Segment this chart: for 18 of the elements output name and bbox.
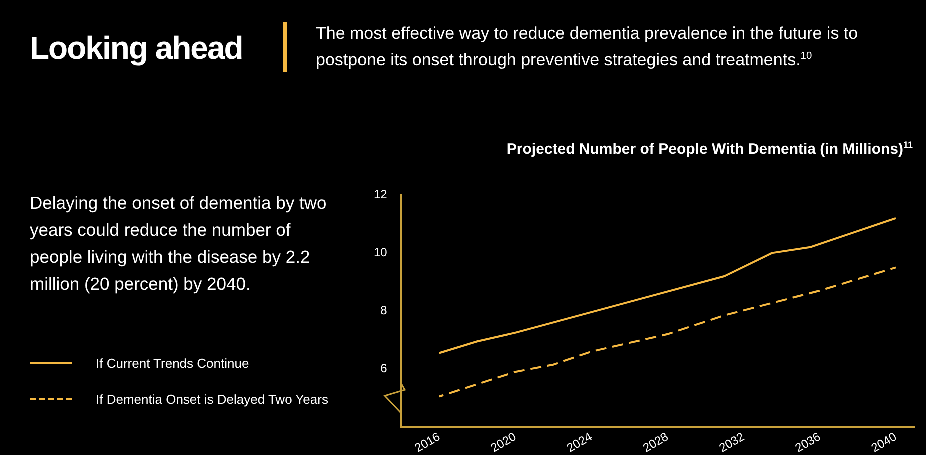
text: Delaying the onset of dementia by two years could reduce the number of people living with the disease by 2.2 million (20 percent) by 2040. [30, 192, 328, 296]
x-tick-label: 2020 [488, 430, 519, 456]
text: Looking ahead [30, 30, 243, 67]
text: The most effective way to reduce dementia prevalence in the future is to postpone its onset through preventive strategies and treatments.$^{10}$ [316, 23, 860, 72]
x-tick-label: 2040 [869, 430, 900, 456]
x-tick-label: 2028 [640, 430, 672, 456]
legend-label: If Current Trends Continue [96, 356, 250, 370]
chart-title: Projected Number of People With Dementia (in Millions)$^{11}$ [506, 140, 914, 160]
y-tick-label: 10 [374, 246, 388, 260]
x-tick-label: 2032 [716, 430, 748, 456]
y-tick-label: 8 [380, 304, 388, 318]
x-tick-label: 2016 [412, 430, 443, 456]
y-tick-label: 12 [374, 188, 388, 202]
x-tick-label: 2036 [792, 430, 824, 456]
line-series [438, 266, 897, 398]
y-tick-label: 6 [380, 362, 388, 376]
legend-label: If Dementia Onset is Delayed Two Years [96, 392, 328, 406]
x-tick-label: 2024 [564, 430, 596, 456]
